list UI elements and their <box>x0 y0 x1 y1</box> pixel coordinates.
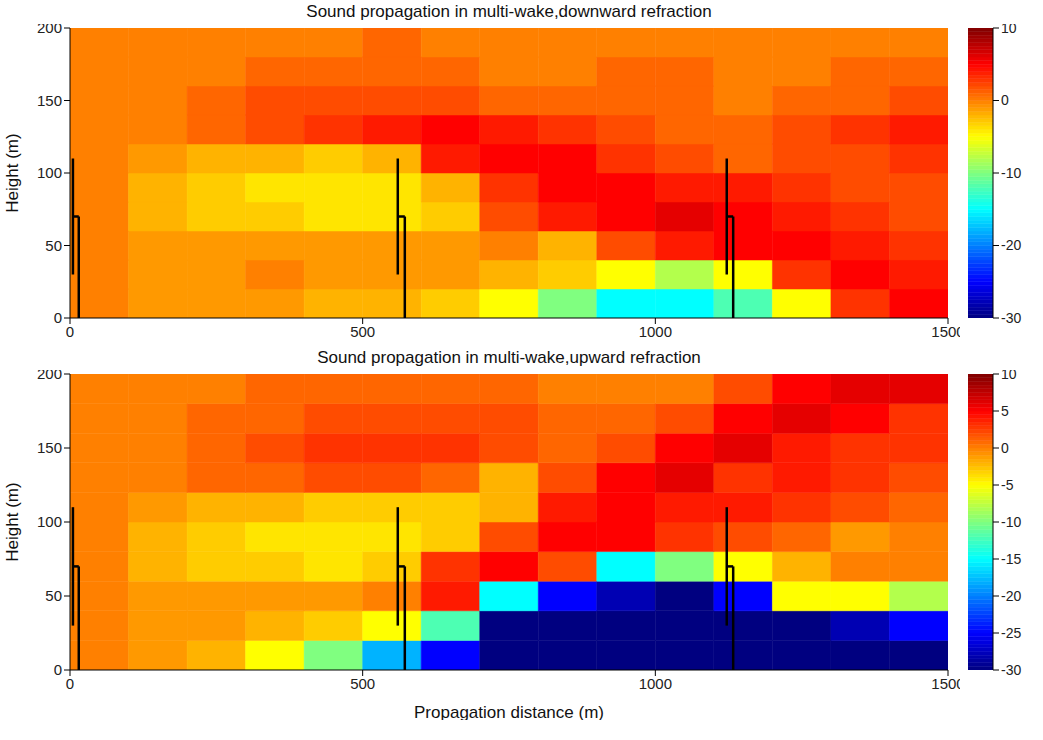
svg-text:-25: -25 <box>1001 625 1021 641</box>
svg-text:-5: -5 <box>1001 477 1014 493</box>
svg-text:0: 0 <box>1001 440 1009 456</box>
svg-text:-20: -20 <box>1001 237 1021 253</box>
svg-text:1000: 1000 <box>639 323 672 340</box>
svg-text:Height (m): Height (m) <box>3 133 22 212</box>
svg-text:0: 0 <box>66 323 74 340</box>
svg-text:0: 0 <box>66 675 74 692</box>
svg-text:1500: 1500 <box>931 675 960 692</box>
svg-text:-30: -30 <box>1001 310 1021 326</box>
svg-text:10: 10 <box>1001 370 1017 382</box>
svg-text:100: 100 <box>37 513 62 530</box>
svg-text:-20: -20 <box>1001 588 1021 604</box>
svg-text:200: 200 <box>37 370 62 382</box>
svg-text:150: 150 <box>37 92 62 109</box>
svg-text:-30: -30 <box>1001 662 1021 678</box>
svg-text:0: 0 <box>54 309 62 326</box>
svg-text:500: 500 <box>350 675 375 692</box>
svg-text:50: 50 <box>45 587 62 604</box>
html-text:Sound propagation in multi-wak: Sound propagation in multi-wake,upward r… <box>317 348 701 367</box>
svg-text:10: 10 <box>1001 24 1017 36</box>
svg-text:0: 0 <box>1001 92 1009 108</box>
svg-text:-10: -10 <box>1001 514 1021 530</box>
svg-text:1500: 1500 <box>931 323 960 340</box>
svg-text:150: 150 <box>37 439 62 456</box>
svg-text:-15: -15 <box>1001 551 1021 567</box>
html-text:Sound propagation in multi-wak: Sound propagation in multi-wake,downward… <box>306 2 712 21</box>
svg-text:100: 100 <box>37 164 62 181</box>
svg-text:1000: 1000 <box>639 675 672 692</box>
svg-text:Propagation distance (m): Propagation distance (m) <box>414 703 604 720</box>
svg-text:500: 500 <box>350 323 375 340</box>
svg-text:5: 5 <box>1001 403 1009 419</box>
svg-text:200: 200 <box>37 24 62 36</box>
svg-text:-10: -10 <box>1001 165 1021 181</box>
svg-text:50: 50 <box>45 237 62 254</box>
svg-text:Height (m): Height (m) <box>3 482 22 561</box>
svg-text:0: 0 <box>54 661 62 678</box>
